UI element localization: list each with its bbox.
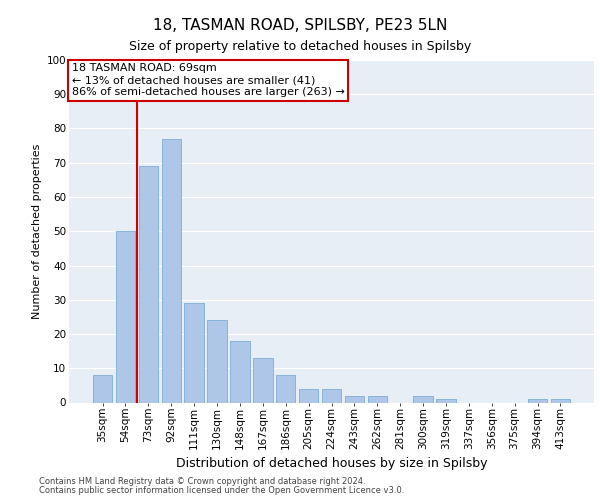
- Bar: [139, 166, 158, 402]
- Text: 18, TASMAN ROAD, SPILSBY, PE23 5LN: 18, TASMAN ROAD, SPILSBY, PE23 5LN: [153, 18, 447, 32]
- Bar: [299, 389, 319, 402]
- Bar: [253, 358, 272, 403]
- Y-axis label: Number of detached properties: Number of detached properties: [32, 144, 43, 319]
- Text: Size of property relative to detached houses in Spilsby: Size of property relative to detached ho…: [129, 40, 471, 53]
- Bar: [344, 396, 364, 402]
- Bar: [184, 303, 204, 402]
- Bar: [368, 396, 387, 402]
- Bar: [116, 231, 135, 402]
- Bar: [322, 389, 341, 402]
- Text: Contains public sector information licensed under the Open Government Licence v3: Contains public sector information licen…: [39, 486, 404, 495]
- Text: Contains HM Land Registry data © Crown copyright and database right 2024.: Contains HM Land Registry data © Crown c…: [39, 477, 365, 486]
- Bar: [413, 396, 433, 402]
- Bar: [436, 399, 455, 402]
- Bar: [230, 341, 250, 402]
- Bar: [276, 375, 295, 402]
- Bar: [208, 320, 227, 402]
- Bar: [161, 139, 181, 402]
- Bar: [528, 399, 547, 402]
- Text: 18 TASMAN ROAD: 69sqm
← 13% of detached houses are smaller (41)
86% of semi-deta: 18 TASMAN ROAD: 69sqm ← 13% of detached …: [71, 64, 344, 96]
- Bar: [93, 375, 112, 402]
- Bar: [551, 399, 570, 402]
- X-axis label: Distribution of detached houses by size in Spilsby: Distribution of detached houses by size …: [176, 457, 487, 470]
